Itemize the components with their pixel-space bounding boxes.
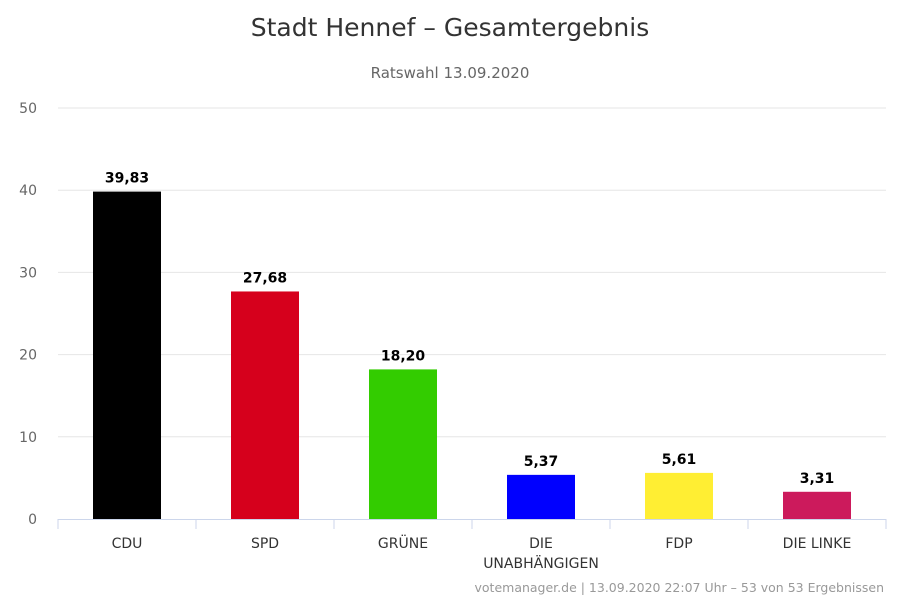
credits-text[interactable]: votemanager.de | 13.09.2020 22:07 Uhr – … <box>475 580 885 595</box>
x-tick-label: SPD <box>251 536 279 552</box>
x-axis <box>57 519 887 529</box>
y-tick-label: 50 <box>19 101 37 117</box>
x-tick-label-line: UNABHÄNGIGEN <box>483 554 599 572</box>
chart-title: Stadt Hennef – Gesamtergebnis <box>251 13 649 42</box>
y-tick-label: 20 <box>19 348 37 364</box>
y-tick-label: 10 <box>19 430 37 446</box>
chart-subtitle: Ratswahl 13.09.2020 <box>371 64 530 82</box>
bar[interactable] <box>645 472 713 519</box>
data-label: 27,68 <box>243 270 287 286</box>
data-label: 5,61 <box>662 452 697 468</box>
bar[interactable] <box>369 369 437 519</box>
x-tick-label-line: DIE LINKE <box>783 536 852 552</box>
data-label: 39,83 <box>105 171 149 187</box>
y-tick-label: 40 <box>19 183 37 199</box>
y-tick-label: 30 <box>19 265 37 281</box>
bar[interactable] <box>93 191 161 519</box>
y-axis-labels: 0 10 20 30 40 50 <box>19 101 37 528</box>
x-tick-label-line: DIE <box>529 536 553 552</box>
x-tick-label: FDP <box>665 536 692 552</box>
x-tick-label-line: SPD <box>251 536 279 552</box>
x-tick-label-line: FDP <box>665 536 692 552</box>
bars <box>93 191 851 519</box>
gridlines <box>58 107 886 438</box>
x-tick-label: GRÜNE <box>378 534 428 552</box>
data-label: 5,37 <box>524 454 559 470</box>
x-tick-label: CDU <box>112 536 143 552</box>
data-labels: 39,83 27,68 18,20 5,37 5,61 3,31 <box>105 171 834 487</box>
y-tick-label: 0 <box>28 512 37 528</box>
data-label: 18,20 <box>381 348 426 364</box>
x-tick-label: DIE LINKE <box>783 536 852 552</box>
bar[interactable] <box>783 491 851 519</box>
x-tick-label-line: GRÜNE <box>378 534 428 552</box>
bar[interactable] <box>507 474 575 519</box>
bar[interactable] <box>231 291 299 519</box>
x-tick-label-line: CDU <box>112 536 143 552</box>
x-tick-label: DIE UNABHÄNGIGEN <box>483 536 599 572</box>
data-label: 3,31 <box>800 471 835 487</box>
x-axis-labels: CDU SPD GRÜNE DIE UNABHÄNGIGEN FDP DIE LINKE <box>112 534 852 572</box>
